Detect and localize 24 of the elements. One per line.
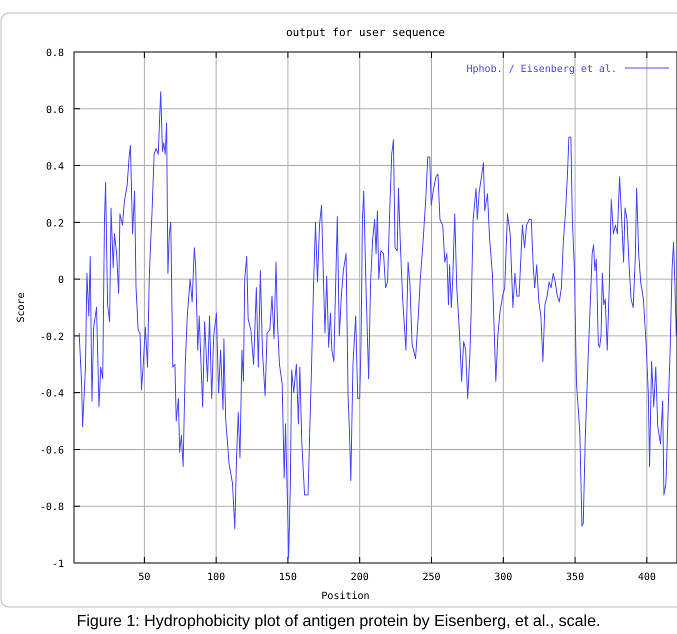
y-tick-label: -0.2: [40, 332, 64, 343]
y-tick-label: -0.8: [40, 502, 64, 514]
y-tick-label: 0.2: [46, 218, 64, 230]
y-tick-label: 0.8: [46, 48, 64, 59]
y-tick-label: 0: [58, 275, 64, 286]
x-tick-label: 400: [638, 572, 656, 583]
x-axis-title: Position: [321, 591, 370, 602]
x-tick-label: 300: [494, 572, 512, 583]
y-axis-title: Score: [16, 292, 27, 323]
x-tick-label: 100: [207, 572, 226, 583]
x-tick-label: 350: [566, 572, 584, 583]
x-tick-label: 200: [350, 572, 369, 583]
y-tick-label: 0.4: [46, 162, 64, 173]
caption: Figure 1: Hydrophobicity plot of antigen protein by Eisenberg, et al., scale.: [76, 613, 600, 630]
x-tick-label: 50: [138, 572, 150, 583]
y-tick-label: 0.6: [46, 104, 64, 116]
line-series: [78, 91, 677, 558]
legend-label: Hphob. / Eisenberg et al.: [466, 64, 617, 75]
x-tick-label: 250: [422, 572, 441, 583]
chart-title: output for user sequence: [286, 26, 445, 39]
y-tick-label: -0.6: [40, 445, 64, 456]
y-tick-label: -0.4: [40, 388, 64, 400]
y-tick-label: -1: [52, 559, 64, 570]
x-tick-label: 150: [278, 572, 297, 583]
